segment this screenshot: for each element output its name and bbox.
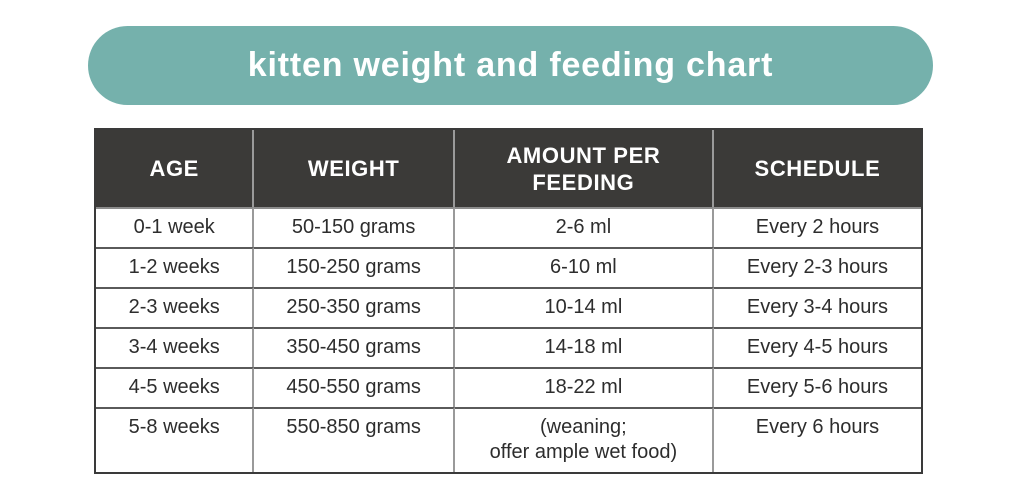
table-cell: Every 6 hours bbox=[713, 407, 921, 472]
table-cell: 4-5 weeks bbox=[96, 367, 255, 407]
table-cell: 2-6 ml bbox=[454, 207, 714, 247]
table-cell: Every 2-3 hours bbox=[713, 247, 921, 287]
table-cell: 150-250 grams bbox=[254, 247, 455, 287]
table-cell: Every 3-4 hours bbox=[713, 287, 921, 327]
table-cell: 250-350 grams bbox=[254, 287, 455, 327]
table-cell: 18-22 ml bbox=[454, 367, 714, 407]
table-cell: (weaning; offer ample wet food) bbox=[454, 407, 714, 472]
table-row: 1-2 weeks 150-250 grams 6-10 ml Every 2-3 h… bbox=[96, 247, 921, 287]
column-header: AMOUNT PER FEEDING bbox=[454, 130, 714, 207]
table-cell: 2-3 weeks bbox=[96, 287, 255, 327]
table-cell: 5-8 weeks bbox=[96, 407, 255, 472]
table-cell: 10-14 ml bbox=[454, 287, 714, 327]
table-cell: Every 5-6 hours bbox=[713, 367, 921, 407]
table-cell: 14-18 ml bbox=[454, 327, 714, 367]
table-cell: 550-850 grams bbox=[254, 407, 455, 472]
table-cell: 50-150 grams bbox=[254, 207, 455, 247]
column-header: SCHEDULE bbox=[713, 130, 921, 207]
table-row: 0-1 week 50-150 grams 2-6 ml Every 2 hours bbox=[96, 207, 921, 247]
chart-title-banner: kitten weight and feeding chart bbox=[88, 26, 933, 105]
table-cell: 1-2 weeks bbox=[96, 247, 255, 287]
table-cell: 350-450 grams bbox=[254, 327, 455, 367]
table-row: 4-5 weeks 450-550 grams 18-22 ml Every 5-6 … bbox=[96, 367, 921, 407]
table-cell: 6-10 ml bbox=[454, 247, 714, 287]
table-header: AGE WEIGHT AMOUNT PER FEEDING SCHEDULE bbox=[96, 130, 921, 207]
column-header: WEIGHT bbox=[254, 130, 455, 207]
table-row: 2-3 weeks 250-350 grams 10-14 ml Every 3-4 … bbox=[96, 287, 921, 327]
table-cell: 450-550 grams bbox=[254, 367, 455, 407]
table-cell: 0-1 week bbox=[96, 207, 255, 247]
table-cell: Every 4-5 hours bbox=[713, 327, 921, 367]
table-cell: 3-4 weeks bbox=[96, 327, 255, 367]
table-body: 0-1 week 50-150 grams 2-6 ml Every 2 hours 1… bbox=[96, 207, 921, 472]
column-header: AGE bbox=[96, 130, 255, 207]
feeding-table: AGE WEIGHT AMOUNT PER FEEDING SCHEDULE 0-1 … bbox=[94, 128, 923, 474]
table-row: 3-4 weeks 350-450 grams 14-18 ml Every 4-5 … bbox=[96, 327, 921, 367]
table-cell: Every 2 hours bbox=[713, 207, 921, 247]
table-row: 5-8 weeks 550-850 grams (weaning; offer am… bbox=[96, 407, 921, 472]
page-title: kitten weight and feeding chart bbox=[247, 46, 774, 84]
table-header-row: AGE WEIGHT AMOUNT PER FEEDING SCHEDULE bbox=[96, 130, 921, 207]
